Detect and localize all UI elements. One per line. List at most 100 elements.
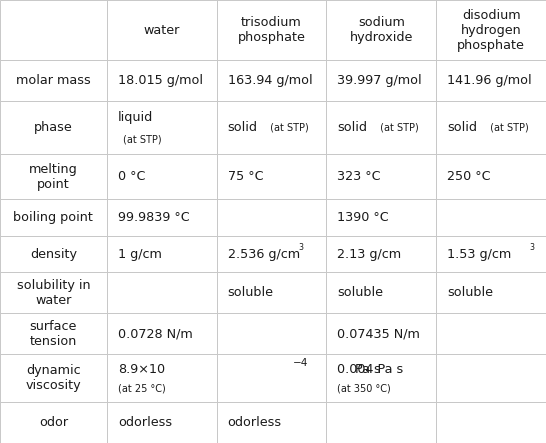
Bar	[217, 101, 327, 154]
Text: dynamic
viscosity: dynamic viscosity	[26, 364, 81, 392]
Text: soluble: soluble	[228, 286, 274, 299]
Bar	[327, 402, 436, 443]
Text: soluble: soluble	[337, 286, 383, 299]
Text: 8.9×10: 8.9×10	[118, 363, 165, 376]
Bar	[217, 313, 327, 354]
Bar	[0, 236, 107, 272]
Text: 3: 3	[529, 243, 534, 252]
Text: 163.94 g/mol: 163.94 g/mol	[228, 74, 312, 87]
Bar	[0, 0, 107, 60]
Bar	[107, 313, 217, 354]
Text: odor: odor	[39, 416, 68, 429]
Text: soluble: soluble	[447, 286, 493, 299]
Text: solubility in
water: solubility in water	[16, 279, 90, 307]
Bar	[327, 313, 436, 354]
Bar	[436, 0, 546, 60]
Bar	[327, 199, 436, 236]
Text: (at STP): (at STP)	[267, 123, 309, 132]
Bar	[0, 154, 107, 199]
Bar	[0, 60, 107, 101]
Bar	[436, 60, 546, 101]
Text: water: water	[144, 23, 180, 36]
Text: phase: phase	[34, 121, 73, 134]
Text: 323 °C: 323 °C	[337, 170, 381, 183]
Bar	[107, 101, 217, 154]
Text: −4: −4	[293, 358, 308, 368]
Bar	[0, 354, 107, 402]
Bar	[217, 154, 327, 199]
Text: 250 °C: 250 °C	[447, 170, 491, 183]
Bar	[436, 272, 546, 313]
Text: 2.13 g/cm: 2.13 g/cm	[337, 248, 401, 260]
Text: (at 25 °C): (at 25 °C)	[118, 384, 165, 394]
Text: 99.9839 °C: 99.9839 °C	[118, 211, 189, 224]
Text: 75 °C: 75 °C	[228, 170, 263, 183]
Bar	[436, 154, 546, 199]
Bar	[217, 236, 327, 272]
Text: 3: 3	[299, 243, 304, 252]
Text: melting
point: melting point	[29, 163, 78, 190]
Text: odorless: odorless	[118, 416, 172, 429]
Bar	[107, 0, 217, 60]
Bar	[327, 154, 436, 199]
Text: (at STP): (at STP)	[123, 134, 162, 144]
Bar	[107, 402, 217, 443]
Bar	[107, 60, 217, 101]
Bar	[107, 154, 217, 199]
Bar	[327, 236, 436, 272]
Text: 0.004 Pa s: 0.004 Pa s	[337, 363, 403, 376]
Bar	[436, 236, 546, 272]
Text: 18.015 g/mol: 18.015 g/mol	[118, 74, 203, 87]
Bar	[217, 199, 327, 236]
Bar	[217, 0, 327, 60]
Bar	[327, 101, 436, 154]
Text: 1.53 g/cm: 1.53 g/cm	[447, 248, 512, 260]
Bar	[0, 313, 107, 354]
Bar	[327, 272, 436, 313]
Bar	[436, 199, 546, 236]
Bar	[327, 0, 436, 60]
Text: trisodium
phosphate: trisodium phosphate	[238, 16, 305, 44]
Text: sodium
hydroxide: sodium hydroxide	[349, 16, 413, 44]
Text: solid: solid	[228, 121, 258, 134]
Text: boiling point: boiling point	[14, 211, 93, 224]
Bar	[107, 354, 217, 402]
Text: 1 g/cm: 1 g/cm	[118, 248, 162, 260]
Text: 0 °C: 0 °C	[118, 170, 145, 183]
Text: 0.07435 N/m: 0.07435 N/m	[337, 327, 420, 340]
Bar	[436, 313, 546, 354]
Bar	[217, 60, 327, 101]
Text: 1390 °C: 1390 °C	[337, 211, 389, 224]
Text: solid: solid	[447, 121, 477, 134]
Text: solid: solid	[337, 121, 367, 134]
Text: 0.0728 N/m: 0.0728 N/m	[118, 327, 193, 340]
Bar	[107, 199, 217, 236]
Bar	[0, 402, 107, 443]
Bar	[436, 402, 546, 443]
Text: 39.997 g/mol: 39.997 g/mol	[337, 74, 422, 87]
Text: molar mass: molar mass	[16, 74, 91, 87]
Text: disodium
hydrogen
phosphate: disodium hydrogen phosphate	[457, 8, 525, 51]
Bar	[217, 402, 327, 443]
Text: 2.536 g/cm: 2.536 g/cm	[228, 248, 300, 260]
Bar	[327, 60, 436, 101]
Text: Pa s: Pa s	[351, 363, 381, 376]
Bar	[436, 354, 546, 402]
Text: density: density	[30, 248, 77, 260]
Bar	[107, 236, 217, 272]
Text: (at STP): (at STP)	[486, 123, 529, 132]
Text: (at STP): (at STP)	[377, 123, 419, 132]
Bar	[0, 272, 107, 313]
Bar	[327, 354, 436, 402]
Bar	[107, 272, 217, 313]
Bar	[436, 101, 546, 154]
Bar	[0, 199, 107, 236]
Text: liquid: liquid	[118, 112, 153, 124]
Bar	[217, 272, 327, 313]
Text: 141.96 g/mol: 141.96 g/mol	[447, 74, 532, 87]
Text: surface
tension: surface tension	[29, 319, 77, 347]
Text: odorless: odorless	[228, 416, 282, 429]
Bar	[0, 101, 107, 154]
Bar	[217, 354, 327, 402]
Text: (at 350 °C): (at 350 °C)	[337, 384, 391, 394]
